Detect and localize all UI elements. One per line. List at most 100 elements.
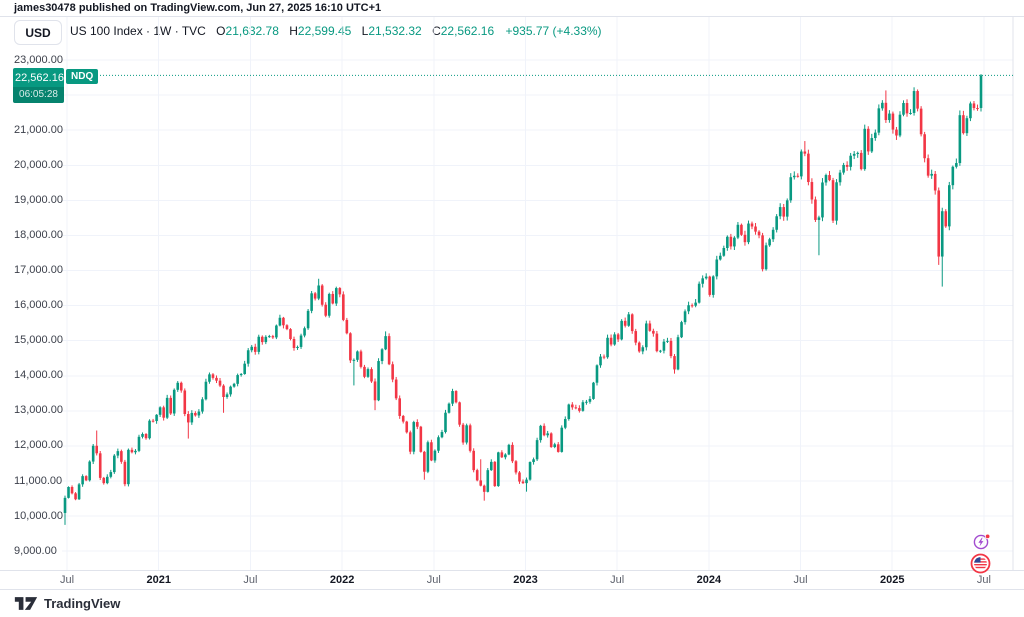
candle-body xyxy=(327,293,331,316)
candle-body xyxy=(95,445,99,454)
candle-body xyxy=(447,403,451,413)
candle-body xyxy=(493,461,497,487)
candle-body xyxy=(194,412,197,416)
candle-body xyxy=(623,320,627,326)
candle-body xyxy=(500,452,504,458)
x-axis-label: Jul xyxy=(976,574,991,586)
candle-body xyxy=(856,152,859,154)
candle-body xyxy=(109,472,113,477)
symbol-tag: NDQ xyxy=(66,69,99,84)
tradingview-logo-icon xyxy=(14,597,38,610)
candle-body xyxy=(884,102,888,121)
x-axis-label: Jul xyxy=(793,574,808,586)
candle-body xyxy=(299,335,303,347)
candle-body xyxy=(285,325,289,330)
candle-body xyxy=(768,239,771,246)
candle-body xyxy=(828,175,831,181)
candle-body xyxy=(105,476,109,484)
candle-body xyxy=(70,486,74,494)
candle-body xyxy=(63,497,67,513)
candle-body xyxy=(264,336,268,343)
candle-body xyxy=(659,350,662,352)
candle-body xyxy=(451,391,454,404)
us-economic-events-icon[interactable] xyxy=(970,553,991,574)
candle-body xyxy=(120,451,123,462)
x-axis-label: Jul xyxy=(610,574,625,586)
candle-body xyxy=(454,391,458,403)
candle-body xyxy=(278,317,282,326)
candle-body xyxy=(479,480,483,486)
y-axis-label: 23,000.00 xyxy=(14,53,63,66)
candle-body xyxy=(215,377,218,381)
candle-body xyxy=(652,330,655,334)
candle-body xyxy=(458,402,461,425)
candle-body xyxy=(384,336,387,350)
candle-body xyxy=(158,407,162,415)
candle-body xyxy=(377,361,380,401)
y-axis-label: 10,000.00 xyxy=(14,509,63,522)
candle-body xyxy=(197,411,201,416)
candle-body xyxy=(176,382,180,390)
candle-body xyxy=(648,323,652,331)
candle-body xyxy=(148,420,151,439)
candle-body xyxy=(718,255,722,260)
candle-body xyxy=(317,285,320,299)
candle-body xyxy=(771,229,775,240)
candle-body xyxy=(630,314,634,332)
candle-body xyxy=(352,359,356,361)
candle-body xyxy=(729,236,733,247)
candle-body xyxy=(123,461,127,485)
candle-body xyxy=(546,433,549,436)
candle-body xyxy=(127,449,130,485)
candle-body xyxy=(571,404,574,408)
candle-body xyxy=(750,223,754,227)
y-axis-label: 19,000.00 xyxy=(14,193,63,206)
candle-body xyxy=(345,319,349,334)
candle-body xyxy=(553,444,557,448)
legend-high: H22,599.45 xyxy=(289,24,352,38)
currency-button[interactable]: USD xyxy=(14,20,62,45)
tradingview-brand[interactable]: TradingView xyxy=(14,596,120,611)
candle-body xyxy=(88,461,91,481)
candle-body xyxy=(468,425,472,451)
candle-body xyxy=(211,374,215,378)
candle-body xyxy=(116,451,120,456)
candle-body xyxy=(588,398,592,402)
candle-body xyxy=(838,172,842,183)
candle-body xyxy=(951,166,955,186)
candle-body xyxy=(866,128,870,152)
candle-body xyxy=(334,288,338,304)
candle-body xyxy=(282,317,285,326)
candle-body xyxy=(947,185,951,227)
candle-body xyxy=(690,305,694,307)
candle-body xyxy=(680,322,683,338)
candle-body xyxy=(694,302,697,306)
candle-body xyxy=(151,420,155,422)
candle-body xyxy=(183,390,187,415)
candle-body xyxy=(835,182,838,221)
candle-body xyxy=(539,425,542,441)
candle-body xyxy=(208,374,211,382)
candle-body xyxy=(736,224,740,238)
y-axis-label: 15,000.00 xyxy=(14,334,63,347)
symbol-legend: US 100 Index · 1W · TVC O21,632.78 H22,5… xyxy=(70,24,602,38)
candle-body xyxy=(514,461,518,473)
candle-body xyxy=(292,339,296,348)
candle-body xyxy=(430,442,433,461)
candle-body xyxy=(366,369,370,377)
candle-body xyxy=(268,336,271,338)
candle-body xyxy=(349,333,352,361)
candle-body xyxy=(962,115,965,134)
y-axis-label: 20,000.00 xyxy=(14,158,63,171)
candle-body xyxy=(489,461,493,471)
ideas-flash-icon[interactable] xyxy=(973,533,991,551)
candle-body xyxy=(359,351,363,367)
candle-body xyxy=(845,164,849,167)
candle-body xyxy=(814,199,817,220)
candle-body xyxy=(620,320,623,340)
candle-body xyxy=(356,351,359,360)
candle-body xyxy=(874,132,877,139)
x-axis-label: Jul xyxy=(426,574,441,586)
time-axis-bottom-border xyxy=(0,589,1024,590)
